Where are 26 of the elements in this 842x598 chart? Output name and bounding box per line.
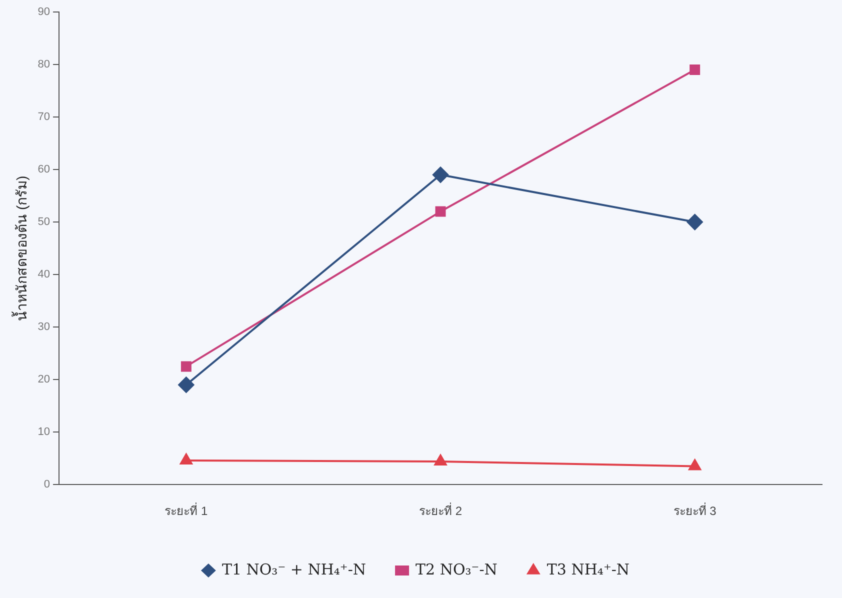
x-tick-label: ระยะที่ 3	[673, 502, 717, 518]
x-tick-label: ระยะที่ 2	[419, 502, 462, 518]
y-tick-label: 30	[38, 321, 50, 334]
point	[435, 206, 446, 217]
point	[180, 361, 192, 372]
y-tick-label: 60	[38, 164, 50, 176]
x-tick-label: ระยะที่ 1	[164, 502, 208, 518]
y-tick-label: 10	[38, 426, 50, 438]
point	[434, 454, 447, 466]
y-axis-title: น้ำหนักสดของต้น (กรัม)	[11, 176, 30, 321]
y-tick-label: 0	[44, 478, 50, 491]
legend-label: T2 NO₃⁻-N	[416, 560, 498, 578]
point	[688, 459, 702, 470]
y-tick-label: 40	[38, 268, 50, 281]
point	[690, 64, 700, 76]
y-tick-label: 70	[38, 111, 50, 124]
point	[180, 453, 192, 464]
point	[686, 214, 703, 230]
point	[178, 376, 194, 393]
y-tick-label: 80	[38, 58, 50, 71]
legend-label: T3 NH₄⁺-N	[546, 560, 630, 578]
y-tick-label: 90	[38, 6, 50, 18]
point	[432, 166, 449, 183]
y-tick-label: 50	[38, 216, 50, 228]
y-tick-label: 20	[38, 374, 50, 386]
legend-label: T1 NO₃⁻ + NH₄⁺-N	[222, 560, 366, 578]
